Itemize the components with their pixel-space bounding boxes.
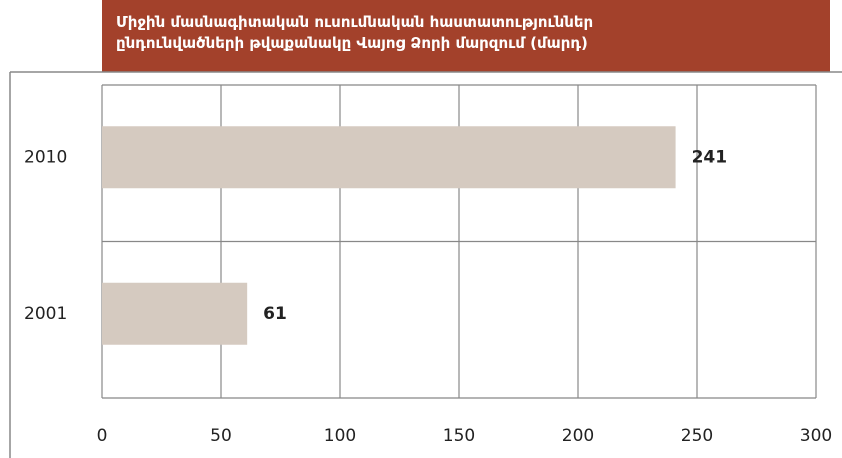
x-tick-label: 150 (443, 426, 475, 446)
x-tick-label: 200 (562, 426, 594, 446)
bar (102, 126, 676, 189)
y-tick-label: 2001 (24, 304, 67, 324)
x-tick-label: 250 (681, 426, 713, 446)
chart-title: Միջին մասնագիտական ուսումնական հաստատութ… (102, 0, 830, 72)
bar (102, 282, 248, 345)
x-tick-label: 300 (800, 426, 832, 446)
y-tick-label: 2010 (24, 147, 67, 167)
value-label: 241 (692, 147, 728, 167)
x-tick-label: 100 (324, 426, 356, 446)
x-tick-label: 0 (97, 426, 108, 446)
value-label: 61 (263, 304, 287, 324)
x-tick-label: 50 (210, 426, 232, 446)
